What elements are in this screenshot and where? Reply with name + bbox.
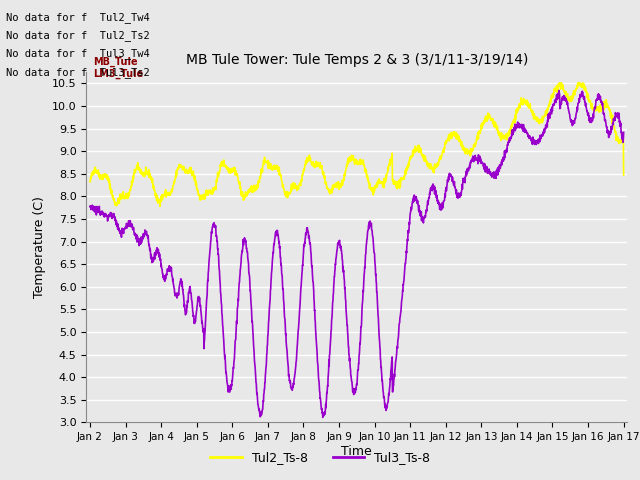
Text: MB_Tule: MB_Tule [93, 57, 138, 67]
Text: LM3_Tule: LM3_Tule [93, 69, 143, 79]
Text: No data for f  Tul2_Tw4: No data for f Tul2_Tw4 [6, 12, 150, 23]
X-axis label: Time: Time [341, 445, 372, 458]
Title: MB Tule Tower: Tule Temps 2 & 3 (3/1/11-3/19/14): MB Tule Tower: Tule Temps 2 & 3 (3/1/11-… [186, 53, 528, 67]
Text: No data for f  Tul3_Tw4: No data for f Tul3_Tw4 [6, 48, 150, 60]
Text: No data for f  Tul3_Ts2: No data for f Tul3_Ts2 [6, 67, 150, 78]
Text: No data for f  Tul2_Ts2: No data for f Tul2_Ts2 [6, 30, 150, 41]
Legend: Tul2_Ts-8, Tul3_Ts-8: Tul2_Ts-8, Tul3_Ts-8 [205, 446, 435, 469]
Y-axis label: Temperature (C): Temperature (C) [33, 196, 47, 298]
